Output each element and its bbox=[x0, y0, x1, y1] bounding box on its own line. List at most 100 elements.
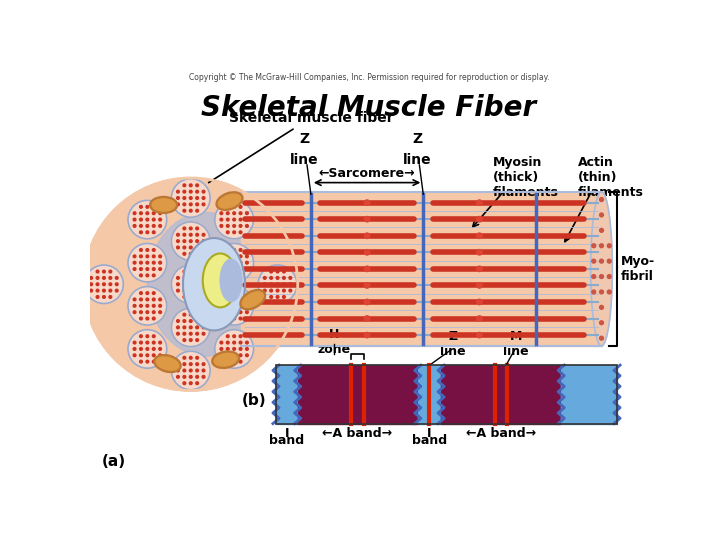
Circle shape bbox=[364, 200, 370, 205]
Circle shape bbox=[226, 274, 229, 276]
Circle shape bbox=[364, 299, 370, 305]
Circle shape bbox=[477, 217, 482, 222]
Circle shape bbox=[176, 276, 179, 279]
Circle shape bbox=[140, 305, 143, 307]
Circle shape bbox=[364, 249, 370, 255]
Circle shape bbox=[159, 212, 161, 214]
Circle shape bbox=[477, 233, 482, 239]
Circle shape bbox=[159, 348, 161, 350]
Circle shape bbox=[276, 270, 279, 273]
Circle shape bbox=[189, 356, 192, 359]
Circle shape bbox=[133, 348, 136, 350]
Circle shape bbox=[600, 321, 603, 325]
Circle shape bbox=[477, 249, 482, 255]
Circle shape bbox=[189, 227, 192, 230]
Circle shape bbox=[128, 244, 167, 282]
Circle shape bbox=[233, 317, 235, 320]
Circle shape bbox=[153, 274, 155, 276]
Circle shape bbox=[146, 225, 149, 227]
Circle shape bbox=[102, 276, 105, 279]
Circle shape bbox=[133, 255, 136, 258]
Circle shape bbox=[226, 225, 229, 227]
Circle shape bbox=[233, 354, 235, 356]
Text: H
zone: H zone bbox=[318, 328, 351, 356]
Circle shape bbox=[233, 292, 235, 294]
Circle shape bbox=[153, 348, 155, 350]
Circle shape bbox=[220, 268, 222, 271]
Circle shape bbox=[196, 382, 199, 384]
Ellipse shape bbox=[156, 357, 179, 370]
Text: line: line bbox=[402, 153, 431, 167]
Circle shape bbox=[202, 197, 205, 199]
Circle shape bbox=[189, 270, 192, 273]
Bar bbox=[276, 365, 617, 423]
Circle shape bbox=[159, 268, 161, 271]
Circle shape bbox=[239, 298, 242, 301]
Circle shape bbox=[196, 184, 199, 187]
Circle shape bbox=[364, 283, 370, 288]
Circle shape bbox=[146, 255, 149, 258]
Circle shape bbox=[176, 197, 179, 199]
Circle shape bbox=[102, 283, 105, 286]
Circle shape bbox=[128, 200, 167, 239]
Circle shape bbox=[226, 298, 229, 301]
Circle shape bbox=[146, 292, 149, 294]
Circle shape bbox=[226, 231, 229, 234]
Circle shape bbox=[196, 197, 199, 199]
Circle shape bbox=[159, 311, 161, 314]
Circle shape bbox=[183, 240, 186, 242]
Circle shape bbox=[140, 354, 143, 356]
Ellipse shape bbox=[218, 194, 240, 208]
Circle shape bbox=[600, 336, 603, 340]
Circle shape bbox=[196, 289, 199, 292]
Ellipse shape bbox=[148, 213, 265, 356]
Circle shape bbox=[220, 255, 222, 258]
Circle shape bbox=[96, 289, 99, 292]
Circle shape bbox=[153, 335, 155, 338]
Circle shape bbox=[196, 320, 199, 322]
Text: M
line: M line bbox=[503, 330, 529, 359]
Circle shape bbox=[109, 270, 112, 273]
Circle shape bbox=[202, 363, 205, 366]
Bar bbox=[561, 365, 617, 423]
Circle shape bbox=[159, 354, 161, 356]
Bar bbox=[241, 192, 601, 346]
Circle shape bbox=[189, 320, 192, 322]
Circle shape bbox=[189, 289, 192, 292]
Circle shape bbox=[183, 333, 186, 335]
Circle shape bbox=[220, 298, 222, 301]
Circle shape bbox=[239, 255, 242, 258]
Text: I: I bbox=[427, 427, 432, 440]
Circle shape bbox=[600, 213, 603, 217]
Circle shape bbox=[282, 295, 285, 298]
Bar bbox=[418, 365, 441, 423]
Circle shape bbox=[189, 375, 192, 378]
Circle shape bbox=[226, 317, 229, 320]
Text: Skeletal muscle fiber: Skeletal muscle fiber bbox=[209, 111, 393, 183]
Circle shape bbox=[146, 298, 149, 301]
Ellipse shape bbox=[240, 289, 266, 310]
Circle shape bbox=[171, 351, 210, 390]
Circle shape bbox=[282, 270, 285, 273]
Circle shape bbox=[364, 266, 370, 272]
Circle shape bbox=[133, 261, 136, 264]
Circle shape bbox=[159, 341, 161, 344]
Circle shape bbox=[477, 333, 482, 338]
Text: (a): (a) bbox=[102, 454, 126, 469]
Circle shape bbox=[226, 311, 229, 314]
Circle shape bbox=[600, 275, 603, 279]
Circle shape bbox=[239, 248, 242, 251]
Circle shape bbox=[196, 227, 199, 230]
Circle shape bbox=[196, 276, 199, 279]
Circle shape bbox=[183, 227, 186, 230]
Circle shape bbox=[140, 231, 143, 234]
Circle shape bbox=[607, 275, 611, 279]
Circle shape bbox=[202, 276, 205, 279]
Circle shape bbox=[239, 317, 242, 320]
Bar bbox=[441, 365, 561, 423]
Circle shape bbox=[153, 341, 155, 344]
Circle shape bbox=[226, 348, 229, 350]
Circle shape bbox=[258, 265, 297, 303]
Circle shape bbox=[183, 276, 186, 279]
Circle shape bbox=[90, 289, 92, 292]
